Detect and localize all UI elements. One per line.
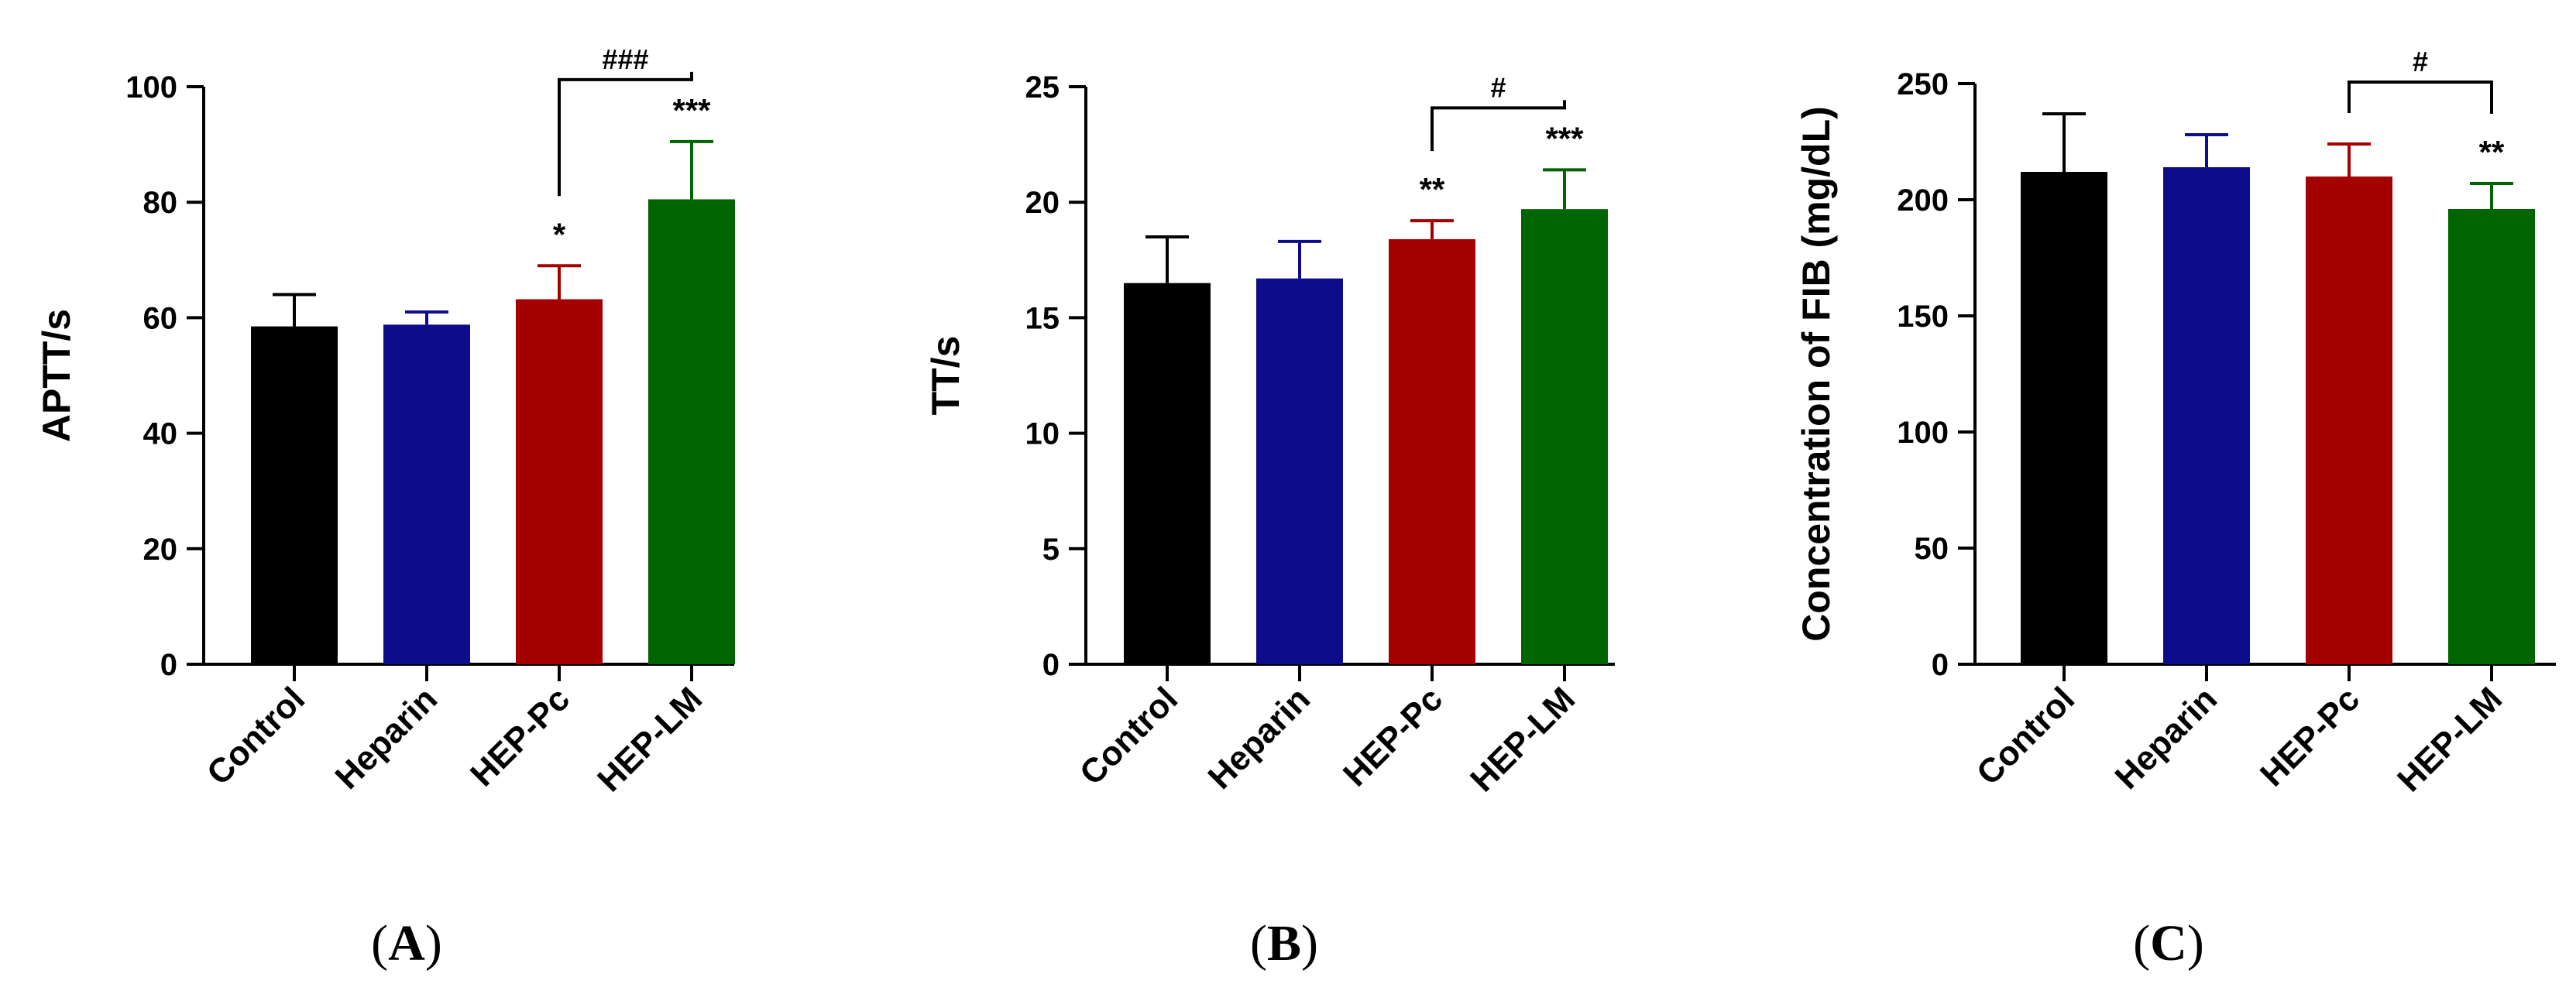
caption-letter: A (388, 915, 425, 972)
caption-paren: ) (2187, 915, 2204, 972)
significance-mark: * (553, 216, 566, 252)
y-tick-label: 25 (1025, 70, 1060, 105)
y-axis-label: TT/s (924, 336, 967, 416)
x-tick-label-hep-lm: HEP-LM (590, 680, 709, 799)
y-axis-label: APTT/s (35, 309, 78, 442)
bracket-label: # (1490, 71, 1506, 103)
comparison-bracket (558, 71, 693, 197)
y-tick-label: 10 (1025, 417, 1060, 451)
x-tick-label-control: Control (200, 680, 312, 792)
bracket-label: # (2413, 46, 2428, 77)
chart-panel-b: 0 5 10 15 20 25 TT/s Control Heparin HEP-Pc ** HEP-… (924, 70, 1615, 972)
y-tick-label: 20 (1025, 186, 1060, 220)
x-tick-label-heparin: Heparin (328, 680, 445, 796)
panel-caption: (B) (1250, 915, 1318, 972)
bar-hep-pc (516, 299, 603, 664)
y-tick-label: 150 (1897, 300, 1949, 334)
caption-paren: ( (2133, 915, 2150, 972)
y-tick-label: 50 (1915, 532, 1949, 566)
significance-mark: ** (1420, 171, 1445, 207)
bar-control (2021, 172, 2107, 664)
y-tick-label: 100 (125, 70, 177, 105)
x-tick-label-hep-pc: HEP-Pc (1336, 680, 1450, 794)
panel-caption: (A) (371, 915, 442, 972)
x-tick-label-hep-lm: HEP-LM (1463, 680, 1582, 799)
caption-letter: C (2150, 915, 2187, 972)
x-tick-label-control: Control (1970, 680, 2082, 792)
panel-caption: (C) (2133, 915, 2204, 972)
caption-paren: ) (425, 915, 442, 972)
y-tick-label: 200 (1897, 183, 1949, 218)
bar-control (251, 326, 338, 664)
significance-mark: ** (2479, 134, 2505, 170)
significance-mark: *** (672, 92, 711, 129)
y-tick-label: 40 (143, 417, 178, 451)
bar-control (1124, 283, 1211, 664)
x-tick-label-hep-lm: HEP-LM (2390, 680, 2509, 799)
caption-paren: ( (1250, 915, 1267, 972)
y-tick-label: 5 (1042, 533, 1060, 567)
chart-panel-a: 0 20 40 60 80 100 APTT/s Control Heparin HEP-Pc * H… (35, 43, 735, 972)
caption-paren: ) (1301, 915, 1318, 972)
x-tick-label-heparin: Heparin (1201, 680, 1317, 796)
y-tick-label: 20 (143, 533, 178, 567)
y-tick-label: 0 (1932, 648, 1949, 682)
y-axis-label: Concentration of FIB (mg/dL) (1795, 106, 1838, 642)
y-tick-label: 60 (143, 301, 178, 335)
caption-paren: ( (371, 915, 388, 972)
bar-hep-pc (1389, 238, 1475, 665)
bar-hep-lm (2448, 209, 2535, 664)
chart-panel-c: 0 50 100 150 200 250 Concentration of FIB (mg/… (1795, 46, 2556, 972)
caption-letter: B (1267, 915, 1301, 972)
y-tick-label: 15 (1025, 301, 1060, 335)
bar-hep-lm (648, 199, 735, 665)
x-tick-label-control: Control (1073, 680, 1185, 792)
y-tick-label: 0 (1042, 648, 1060, 682)
bar-hep-lm (1521, 209, 1608, 665)
bar-heparin (1256, 278, 1343, 664)
x-tick-label-heparin: Heparin (2108, 680, 2224, 796)
significance-mark: *** (1545, 120, 1584, 156)
y-tick-label: 100 (1897, 416, 1949, 450)
comparison-bracket (2348, 81, 2493, 114)
y-tick-label: 250 (1897, 67, 1949, 101)
comparison-bracket (1431, 100, 1566, 152)
x-tick-label-hep-pc: HEP-Pc (463, 680, 577, 794)
bar-heparin (383, 324, 470, 664)
bar-heparin (2163, 167, 2250, 664)
x-tick-label-hep-pc: HEP-Pc (2253, 680, 2367, 794)
bracket-label: ### (602, 43, 648, 75)
bar-hep-pc (2306, 177, 2392, 664)
y-tick-label: 80 (143, 186, 178, 220)
y-tick-label: 0 (160, 648, 177, 682)
